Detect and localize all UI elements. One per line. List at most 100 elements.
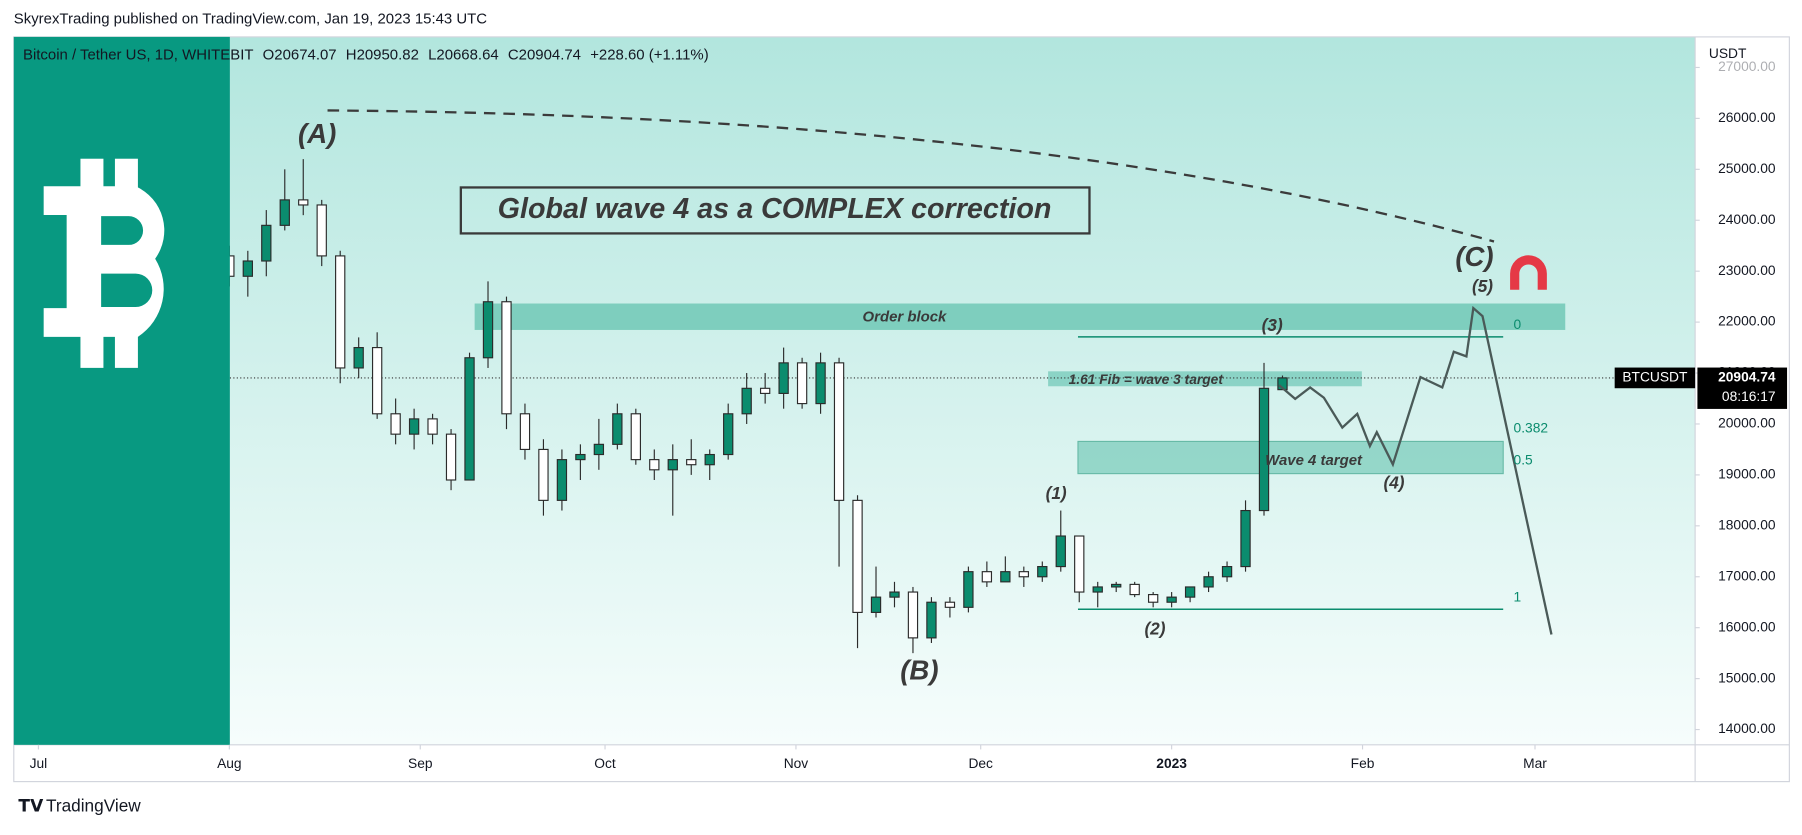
candle-body: [759, 387, 771, 394]
fib-level-label: 0.382: [1514, 420, 1549, 435]
candle-body: [316, 204, 327, 257]
candle-body: [649, 459, 660, 471]
wave-annotation: (A): [298, 118, 336, 149]
x-tick-label: Aug: [217, 756, 242, 771]
x-tick-label: Oct: [594, 756, 616, 771]
y-tick-label: 24000.00: [1718, 212, 1776, 227]
candle-body: [556, 459, 568, 501]
candle-body: [870, 596, 882, 613]
symbol-tag: [1614, 367, 1696, 389]
candle-body: [630, 413, 641, 461]
legend-field: Bitcoin / Tether US, 1D, WHITEBIT: [23, 46, 254, 63]
candle-body: [353, 347, 364, 369]
wave-annotation: Wave 4 target: [1265, 452, 1363, 469]
candle-body: [1166, 596, 1177, 603]
wave-annotation: Order block: [863, 308, 948, 325]
order-block-zone: [474, 303, 1566, 330]
candle-body: [667, 459, 678, 471]
candle-body: [1129, 583, 1140, 596]
candle-body: [778, 362, 789, 394]
candle-body: [612, 413, 623, 445]
x-tick-label: 2023: [1156, 756, 1187, 771]
candle-body: [538, 448, 549, 501]
candle-body: [1240, 509, 1251, 568]
candle-body: [833, 362, 845, 501]
plot-layer: Global wave 4 as a COMPLEX correction (A)…: [224, 109, 1696, 686]
y-tick-label: 17000.00: [1718, 568, 1776, 583]
x-tick-label: Feb: [1351, 756, 1375, 771]
legend-field: +228.60 (+1.11%): [590, 46, 709, 63]
candle-body: [575, 453, 586, 461]
footer-brand: TradingView: [46, 795, 141, 815]
candle-body: [1258, 387, 1270, 512]
logo-b: [43, 186, 165, 337]
magnet-icon: [1510, 255, 1547, 290]
candle-body: [371, 347, 383, 415]
candle-body: [907, 591, 919, 639]
wave-annotation: (2): [1144, 618, 1165, 638]
candle-body: [1000, 571, 1011, 583]
wave-annotation: (5): [1472, 276, 1493, 296]
price-tag: [1697, 367, 1788, 409]
y-tick-label: 27000.00: [1718, 59, 1776, 74]
price-tag-value: 20904.74: [1718, 370, 1776, 385]
projection-path: [1278, 305, 1553, 635]
candle-body: [464, 357, 475, 481]
candle-body: [279, 199, 290, 226]
y-tick-label: 19000.00: [1718, 467, 1776, 482]
bitcoin-panel: [13, 36, 230, 745]
candle-body: [686, 459, 697, 466]
candle-body: [796, 362, 808, 405]
x-tick-label: Nov: [784, 756, 809, 771]
currency-label: USDT: [1709, 46, 1747, 61]
wave4-target-zone: [1077, 440, 1504, 475]
y-tick-label: 20000.00: [1718, 416, 1776, 431]
y-tick-label: 22000.00: [1718, 314, 1776, 329]
candle-body: [390, 413, 401, 435]
legend-field: C20904.74: [508, 46, 581, 63]
candle-body: [815, 362, 826, 405]
y-tick-label: 26000.00: [1718, 110, 1776, 125]
publisher-line: SkyrexTrading published on TradingView.c…: [14, 11, 488, 28]
candle-body: [1111, 583, 1122, 588]
candle-body: [261, 224, 272, 262]
candle-body: [981, 571, 993, 583]
wave-annotation: (C): [1455, 241, 1493, 272]
candle-body: [852, 499, 863, 613]
candle-body: [926, 601, 937, 639]
fib-level-label: 0: [1514, 317, 1522, 332]
price-tag-countdown: 08:16:17: [1722, 389, 1776, 404]
candle-body: [242, 260, 253, 277]
candle-body: [593, 443, 605, 456]
wave-annotation: 1.61 Fib = wave 3 target: [1069, 372, 1225, 387]
candle-body: [704, 453, 715, 466]
y-tick-label: 23000.00: [1718, 263, 1776, 278]
y-tick-label: 18000.00: [1718, 517, 1776, 532]
chart-title: Global wave 4 as a COMPLEX correction: [498, 193, 1052, 225]
wave-annotation: (3): [1262, 315, 1283, 335]
candle-body: [1184, 586, 1196, 598]
x-tick-label: Dec: [968, 756, 993, 771]
candle-body: [1018, 571, 1029, 578]
title-box: [459, 186, 1091, 235]
symbol-legend: Bitcoin / Tether US, 1D, WHITEBIT O20674.…: [23, 46, 709, 63]
candle-body: [1037, 566, 1048, 578]
candle-body: [519, 413, 531, 451]
candle-body: [1147, 594, 1159, 603]
candle-body: [482, 301, 494, 359]
plot-area: [13, 36, 1696, 745]
bitcoin-logo: [43, 158, 165, 368]
candle-body: [408, 418, 420, 435]
dashed-arc: [327, 109, 1495, 243]
brand-mark: 𝗧𝗩: [18, 795, 44, 815]
y-tick-label: 14000.00: [1718, 721, 1776, 736]
candle-body: [741, 387, 752, 415]
symbol-tag-label: BTCUSDT: [1622, 370, 1688, 385]
candle-body: [427, 418, 438, 435]
candle-body: [1074, 535, 1085, 593]
x-tick-label: Mar: [1523, 756, 1547, 771]
fib-level-label: 1: [1514, 589, 1522, 604]
candle-body: [963, 571, 974, 608]
candle-body: [298, 199, 309, 206]
